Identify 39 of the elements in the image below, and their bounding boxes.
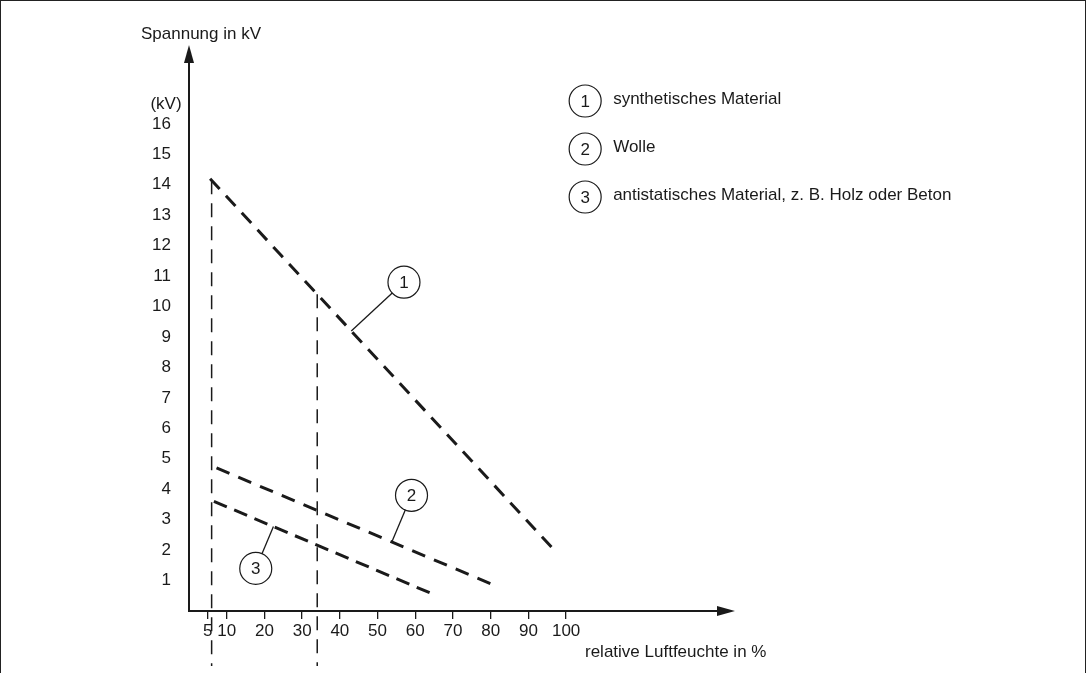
y-tick-label: 2 — [161, 539, 171, 559]
x-tick-label: 60 — [405, 620, 425, 640]
y-tick-label: 11 — [153, 265, 171, 285]
y-tick-label: 16 — [152, 113, 171, 133]
y-tick-label: 14 — [152, 174, 171, 194]
annotation: 3 — [251, 559, 261, 579]
x-tick-label: 70 — [443, 620, 463, 640]
text: (kV) — [150, 94, 182, 113]
y-tick-label: 13 — [152, 204, 171, 224]
x-tick-label: 5 — [203, 620, 213, 640]
y-tick-label: 4 — [161, 478, 171, 498]
annotation: 1 — [399, 272, 409, 292]
text: 2 — [580, 139, 590, 159]
x-tick-label: 90 — [518, 620, 538, 640]
y-axis-title: Spannung in kV — [141, 24, 262, 43]
x-tick-label: 80 — [481, 620, 501, 640]
annotation: 2 — [406, 486, 417, 505]
y-tick-label: 8 — [161, 357, 171, 377]
x-axis-title: relative Luftfeuchte in % — [585, 642, 767, 661]
x-tick-label: 20 — [254, 620, 274, 640]
x-tick-label: 100 — [551, 620, 581, 640]
legend-label: synthetisches Material — [613, 88, 782, 108]
text: 1 — [580, 91, 590, 111]
y-tick-label: 12 — [152, 235, 171, 255]
y-tick-label: 5 — [161, 448, 171, 468]
y-tick-label: 10 — [152, 296, 171, 316]
y-tick-label: 3 — [161, 509, 171, 529]
legend-label: Wolle — [613, 136, 656, 156]
x-tick-label: 10 — [217, 620, 237, 640]
text: 3 — [580, 187, 590, 207]
y-tick-label: 6 — [161, 418, 171, 438]
x-tick-label: 50 — [368, 620, 388, 640]
x-tick-label: 40 — [330, 620, 350, 640]
y-tick-label: 9 — [161, 326, 171, 346]
x-tick-label: 30 — [292, 620, 312, 640]
y-tick-label: 1 — [161, 570, 171, 590]
y-tick-label: 15 — [152, 144, 171, 164]
y-tick-label: 7 — [161, 387, 171, 407]
legend-label: antistatisches Material, z. B. Holz oder Beton — [613, 184, 952, 204]
